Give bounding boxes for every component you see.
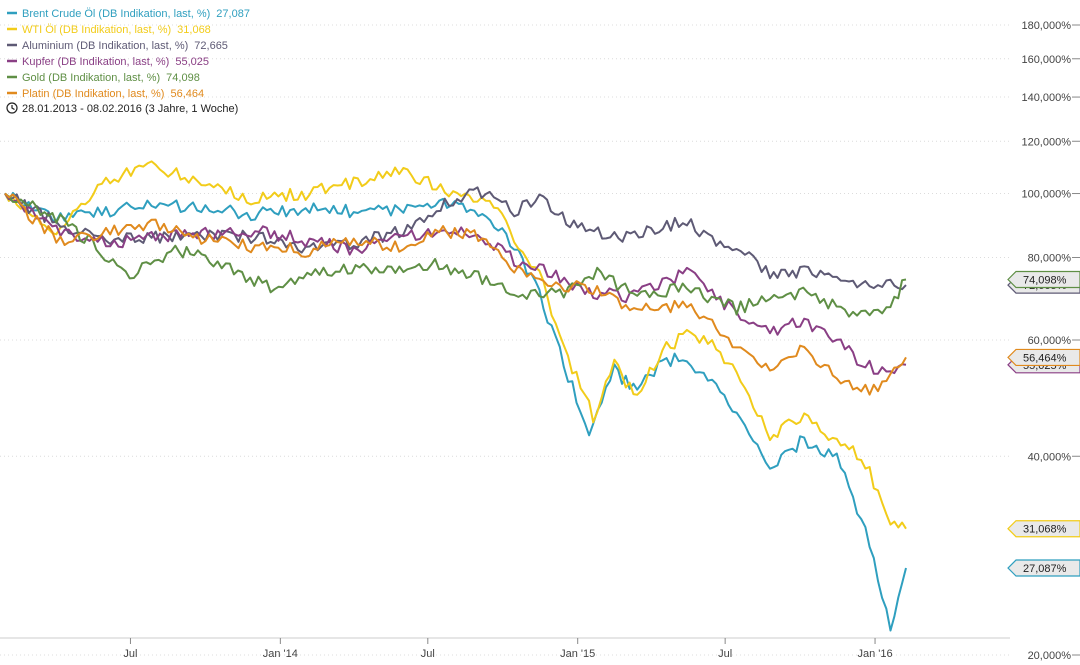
- legend-entry[interactable]: Aluminium (DB Indikation, last, %) 72,665: [7, 40, 228, 52]
- legend-series-name: Gold (DB Indikation, last, %): [22, 72, 160, 84]
- legend-entry[interactable]: WTI Öl (DB Indikation, last, %) 31,068: [7, 24, 211, 36]
- legend-entry[interactable]: Brent Crude Öl (DB Indikation, last, %) 2…: [7, 8, 250, 20]
- y-tick-label: 140,000%: [1021, 92, 1071, 104]
- series-line-0: [4, 191, 907, 632]
- series-lines: [4, 160, 907, 632]
- legend-label: Platin (DB Indikation, last, %) 56,464: [22, 88, 204, 100]
- date-range-row: 28.01.2013 - 08.02.2016 (3 Jahre, 1 Woch…: [6, 102, 238, 115]
- x-tick-label: Jan '16: [857, 648, 892, 660]
- badge-label: 56,464%: [1023, 352, 1067, 364]
- y-tick-label: 160,000%: [1021, 54, 1071, 66]
- legend-last-value: 74,098: [166, 72, 200, 84]
- x-tick-label: Jul: [123, 648, 137, 660]
- badge-shape: [1007, 559, 1080, 577]
- legend-last-value: 72,665: [194, 40, 228, 52]
- y-tick-label: 40,000%: [1028, 451, 1072, 463]
- series-line-5: [4, 192, 907, 396]
- badge-label: 74,098%: [1023, 274, 1067, 286]
- x-tick-label: Jan '14: [263, 648, 298, 660]
- date-range-label: 28.01.2013 - 08.02.2016 (3 Jahre, 1 Woch…: [22, 103, 238, 115]
- series-line-3: [4, 192, 907, 375]
- y-tick-label: 60,000%: [1028, 335, 1072, 347]
- series-line-1: [4, 160, 907, 530]
- legend-series-name: Aluminium (DB Indikation, last, %): [22, 40, 188, 52]
- series-line-2: [4, 186, 907, 291]
- badge-label: 31,068%: [1023, 524, 1067, 536]
- y-tick-label: 20,000%: [1028, 650, 1072, 662]
- legend: Brent Crude Öl (DB Indikation, last, %) 2…: [7, 8, 250, 100]
- y-tick-label: 120,000%: [1021, 136, 1071, 148]
- legend-series-name: Kupfer (DB Indikation, last, %): [22, 56, 169, 68]
- badge-shape: [1007, 520, 1080, 538]
- legend-last-value: 55,025: [175, 56, 209, 68]
- last-value-badge: 27,087%: [1007, 559, 1080, 577]
- legend-entry[interactable]: Platin (DB Indikation, last, %) 56,464: [7, 88, 204, 100]
- y-tick-label: 180,000%: [1021, 20, 1071, 32]
- last-value-badges: 27,087%31,068%72,665%55,025%74,098%56,46…: [1007, 270, 1080, 577]
- legend-entry[interactable]: Kupfer (DB Indikation, last, %) 55,025: [7, 56, 209, 68]
- legend-series-name: Platin (DB Indikation, last, %): [22, 88, 164, 100]
- legend-last-value: 56,464: [170, 88, 204, 100]
- y-tick-label: 80,000%: [1028, 253, 1072, 265]
- badge-shape: [1007, 348, 1080, 367]
- y-tick-label: 100,000%: [1021, 189, 1071, 201]
- legend-series-name: WTI Öl (DB Indikation, last, %): [22, 24, 171, 36]
- legend-label: Brent Crude Öl (DB Indikation, last, %) 2…: [22, 8, 250, 20]
- legend-series-name: Brent Crude Öl (DB Indikation, last, %): [22, 8, 210, 20]
- legend-label: Gold (DB Indikation, last, %) 74,098: [22, 72, 200, 84]
- series-line-4: [4, 192, 907, 318]
- badge-shape: [1007, 270, 1080, 289]
- y-axis-tick-labels: 180,000% 160,000% 140,000% 120,000% 100,000%…: [1021, 20, 1080, 662]
- x-axis-ticks: Jul Jan '14 Jul Jan '15 Jul Jan '16: [0, 637, 1010, 660]
- legend-label: WTI Öl (DB Indikation, last, %) 31,068: [22, 24, 211, 36]
- last-value-badge: 56,464%: [1007, 348, 1080, 367]
- x-tick-label: Jul: [421, 648, 435, 660]
- x-tick-label: Jan '15: [560, 648, 595, 660]
- last-value-badge: 31,068%: [1007, 520, 1080, 538]
- legend-label: Aluminium (DB Indikation, last, %) 72,665: [22, 40, 228, 52]
- legend-label: Kupfer (DB Indikation, last, %) 55,025: [22, 56, 209, 68]
- last-value-badge: 74,098%: [1007, 270, 1080, 289]
- x-tick-label: Jul: [718, 648, 732, 660]
- legend-entry[interactable]: Gold (DB Indikation, last, %) 74,098: [7, 72, 200, 84]
- legend-last-value: 27,087: [216, 8, 250, 20]
- badge-label: 27,087%: [1023, 563, 1067, 575]
- grid-lines: [0, 24, 1010, 656]
- clock-icon: [6, 102, 18, 114]
- legend-last-value: 31,068: [177, 24, 211, 36]
